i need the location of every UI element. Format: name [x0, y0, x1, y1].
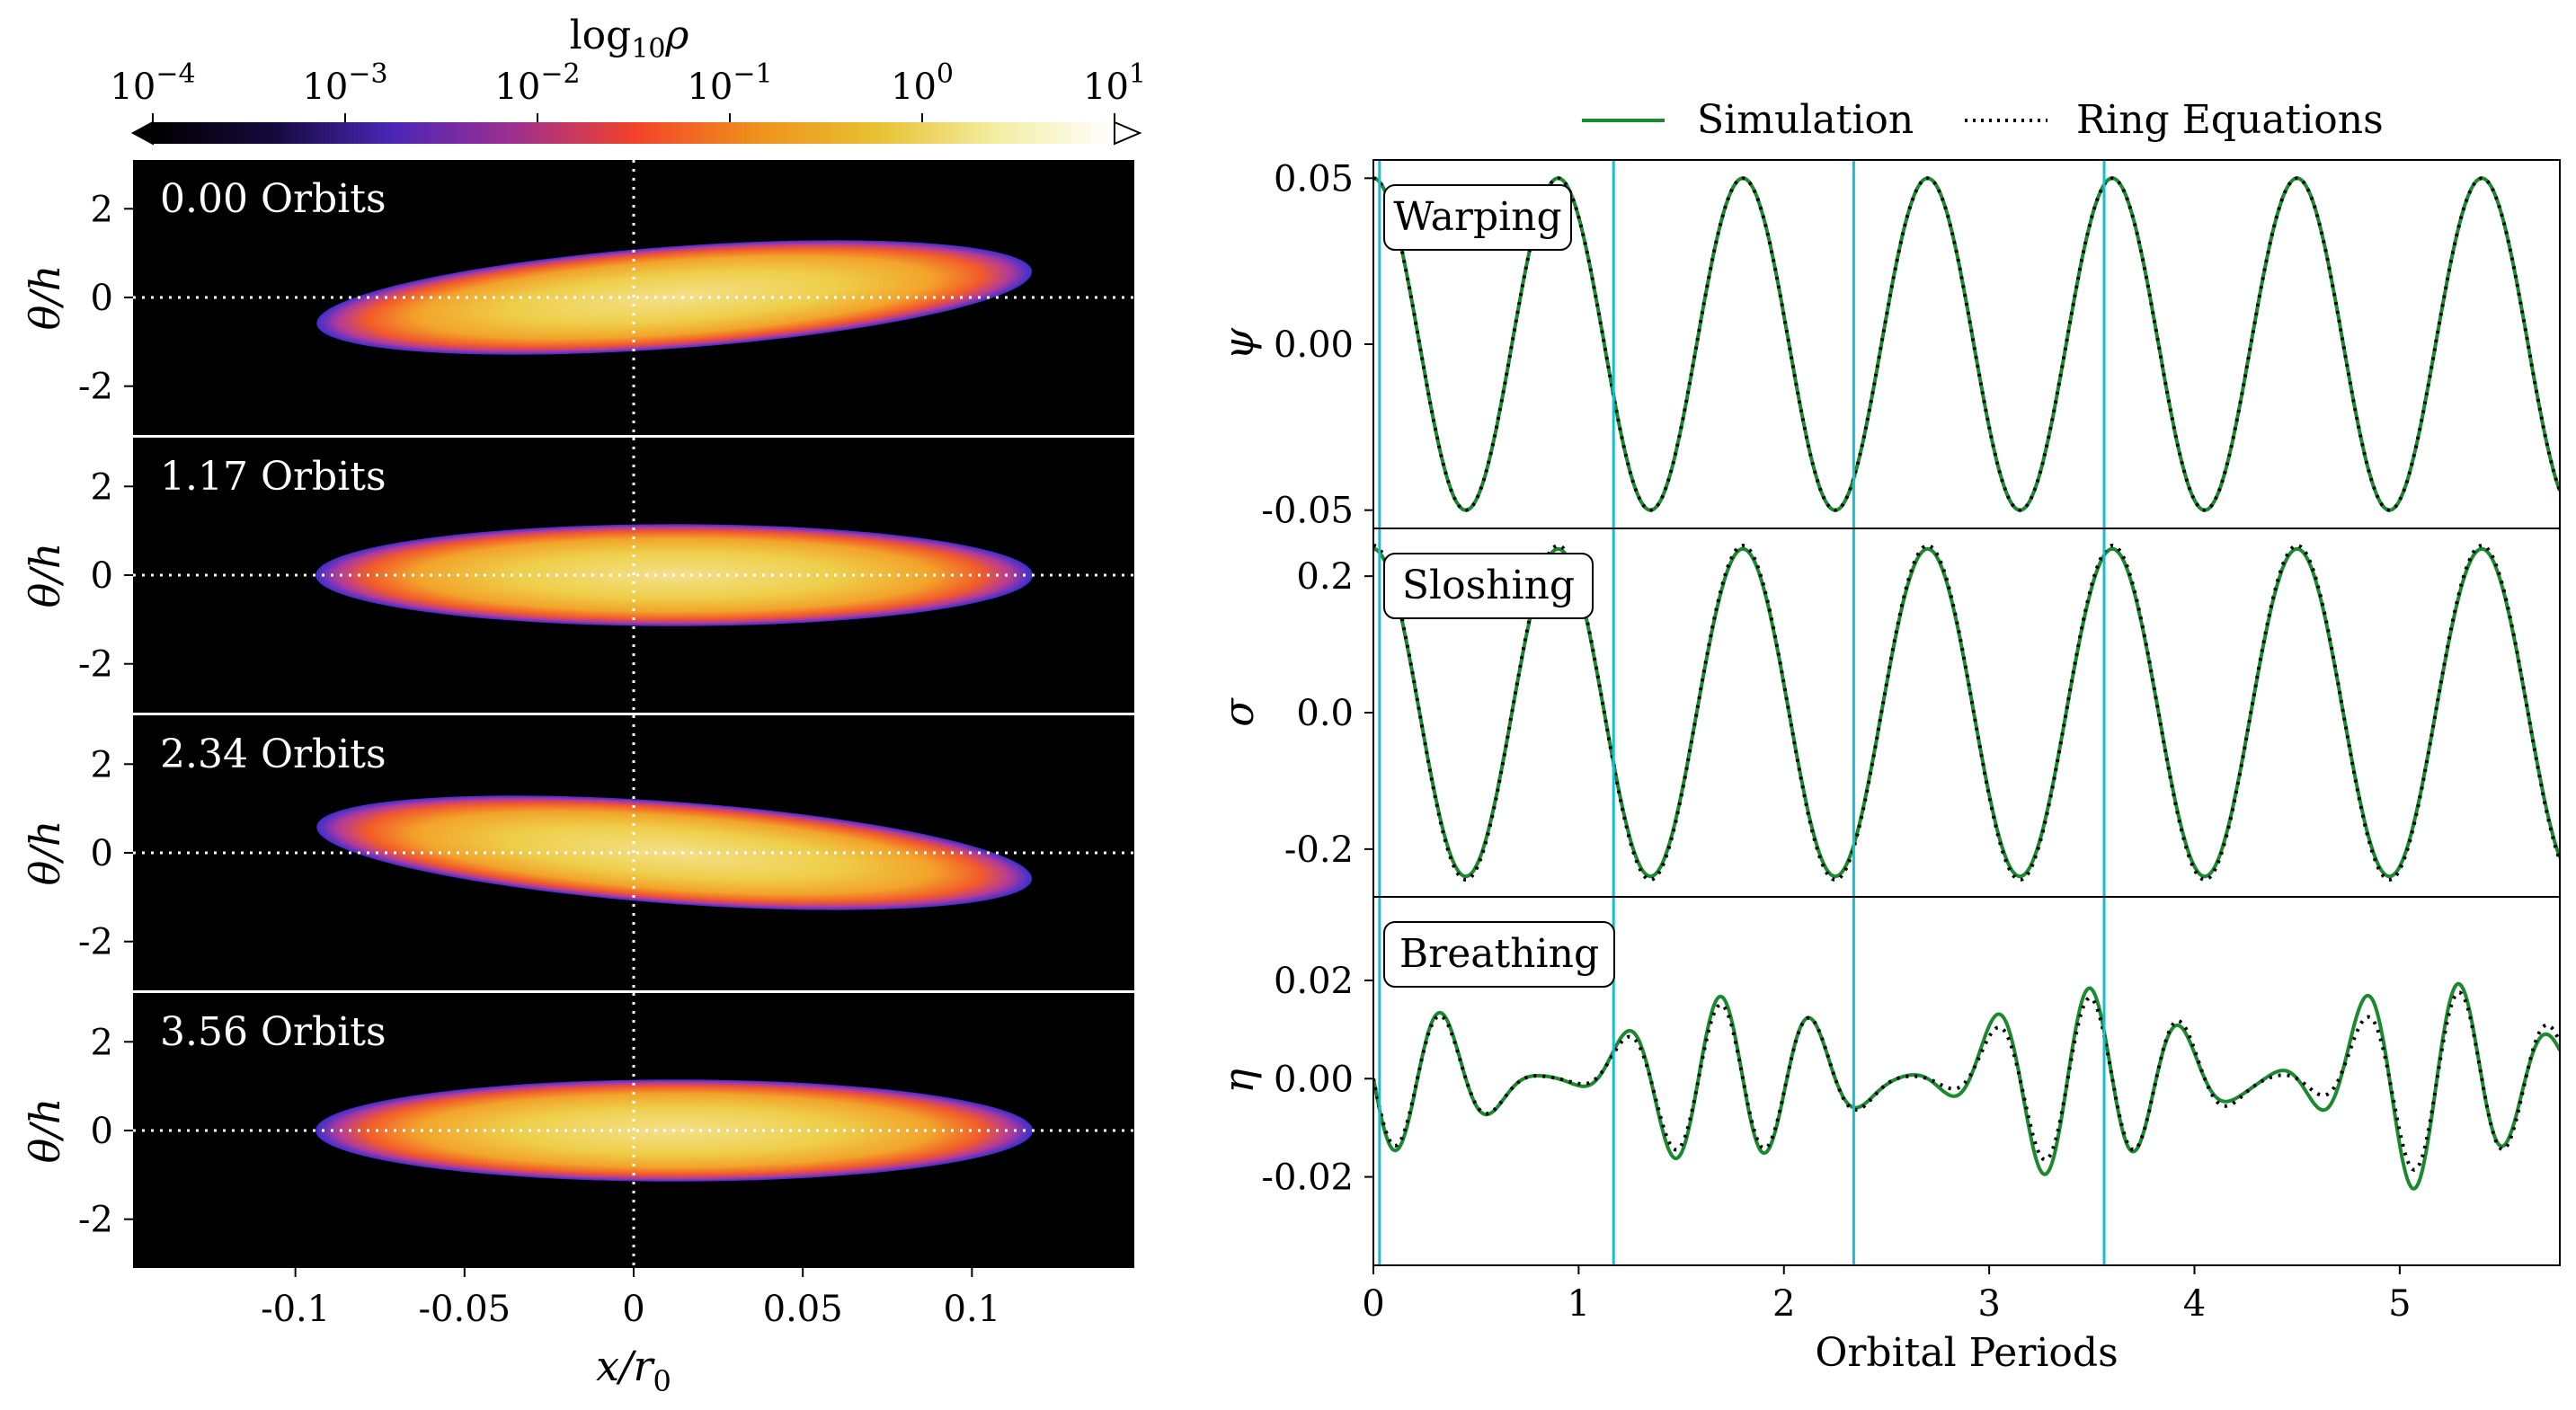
colorbar-tick-exp: −3 — [348, 58, 387, 90]
colorbar-tick-base: 10 — [110, 67, 155, 108]
colorbar-label-sub: 10 — [631, 33, 665, 65]
mode-label: Sloshing — [1402, 563, 1575, 608]
time-label: 3.56 Orbits — [160, 1009, 386, 1055]
x-tick-label: 0.1 — [944, 1289, 1001, 1330]
y-tick-label: 0.02 — [1274, 961, 1354, 1002]
x-tick-label: 2 — [1772, 1283, 1795, 1325]
x-tick-label: 5 — [2388, 1283, 2411, 1325]
y-tick-label: 2 — [91, 189, 113, 230]
colorbar-tick-label: 10−3 — [302, 58, 387, 108]
colorbar-tick-label: 10−2 — [494, 58, 580, 108]
y-axis-label: θ/h — [21, 265, 69, 331]
y-tick-label: -0.02 — [1261, 1157, 1354, 1199]
x-axis-label: x/r0 — [596, 1342, 671, 1398]
x-axis-label-main: x/r — [596, 1342, 655, 1390]
time-label: 1.17 Orbits — [160, 454, 386, 500]
colorbar-tick-exp: 0 — [937, 58, 954, 90]
subplot-breathing: 0.02 0.00 -0.02 η Breathing — [1214, 896, 2561, 1266]
y-axis-label: η — [1214, 1069, 1263, 1094]
colorbar-tick-exp: −2 — [540, 58, 580, 90]
ring-equations-line — [1373, 176, 2560, 512]
colorbar: log10ρ 10−4 10−3 10−2 10−1 100 101 — [110, 13, 1146, 146]
colorbar-tick-label: 100 — [891, 58, 954, 108]
y-axis-label: θ/h — [21, 543, 69, 608]
colorbar-tick-base: 10 — [302, 67, 348, 108]
mode-label: Warping — [1393, 194, 1561, 240]
mode-timeseries: 0.05 0.00 -0.05 ψ Warping 0.2 0.0 -0.2 σ Sloshing… — [1214, 158, 2561, 1325]
y-axis-label: ψ — [1214, 327, 1263, 360]
right-xlabel: Orbital Periods — [1815, 1330, 2118, 1376]
mode-label-box — [1383, 921, 1615, 988]
y-tick-label: 0.00 — [1274, 324, 1354, 366]
subplot-sloshing: 0.2 0.0 -0.2 σ Sloshing — [1214, 528, 2561, 898]
x-tick-label: 1 — [1568, 1283, 1590, 1325]
y-tick-label: 0.05 — [1274, 158, 1354, 200]
x-tick-label: 0 — [622, 1289, 644, 1330]
colorbar-ticks — [152, 113, 1115, 122]
subplot-series — [1373, 981, 2560, 1191]
legend-simulation-label: Simulation — [1697, 97, 1914, 143]
colorbar-tick-label: 101 — [1083, 58, 1146, 108]
y-tick-label: -2 — [78, 644, 113, 686]
y-tick-label: 2 — [91, 744, 113, 785]
y-tick-label: -2 — [78, 367, 113, 408]
colorbar-label-rho: ρ — [665, 13, 689, 58]
y-tick-label: 0 — [91, 278, 113, 319]
colorbar-tick-labels: 10−4 10−3 10−2 10−1 100 101 — [110, 58, 1146, 108]
colorbar-tick-exp: −4 — [155, 58, 195, 90]
colorbar-body — [153, 122, 1115, 144]
y-axis-label: θ/h — [21, 820, 69, 886]
mode-label-box — [1383, 184, 1572, 251]
x-tick-label: 0.05 — [763, 1289, 843, 1330]
mode-label-box — [1383, 553, 1594, 619]
colorbar-label-log: log — [570, 13, 632, 58]
colorbar-tick-exp: −1 — [733, 58, 772, 90]
y-axis-label: θ/h — [21, 1098, 69, 1164]
colorbar-tick-base: 10 — [494, 67, 540, 108]
ring-equations-line — [1373, 990, 2560, 1172]
y-tick-label: 0 — [91, 833, 113, 874]
density-panel: 1.17 Orbits 2 0 -2θ/h — [21, 438, 1134, 713]
density-panel: 0.00 Orbits 2 0 -2θ/h — [21, 160, 1134, 435]
x-axis-label-sub: 0 — [653, 1364, 671, 1398]
y-axis-label: σ — [1214, 697, 1263, 727]
y-tick-label: -0.05 — [1261, 491, 1354, 532]
mode-label: Breathing — [1399, 931, 1599, 977]
time-label: 0.00 Orbits — [160, 176, 386, 222]
y-tick-label: 0 — [91, 1111, 113, 1152]
colorbar-right-extend — [1114, 120, 1142, 146]
y-tick-label: 2 — [91, 1022, 113, 1063]
colorbar-tick-exp: 1 — [1129, 58, 1146, 90]
x-tick-label: -0.1 — [261, 1289, 330, 1330]
y-tick-label: -0.2 — [1284, 829, 1354, 871]
x-tick-label: 0 — [1362, 1283, 1384, 1325]
colorbar-tick-base: 10 — [891, 67, 937, 108]
x-tick-label: -0.05 — [419, 1289, 511, 1330]
y-tick-label: -2 — [78, 1200, 113, 1241]
colorbar-tick-label: 10−1 — [687, 58, 772, 108]
colorbar-left-extend — [130, 120, 154, 146]
subplot-frame — [1372, 896, 2561, 1266]
y-tick-label: 0.0 — [1296, 693, 1354, 734]
legend-ring-label: Ring Equations — [2076, 97, 2384, 143]
x-tick-label: 3 — [1977, 1283, 2000, 1325]
colorbar-tick-label: 10−4 — [110, 58, 195, 108]
y-tick-label: -2 — [78, 922, 113, 963]
x-tick-label: 4 — [2183, 1283, 2206, 1325]
y-tick-label: 0.2 — [1296, 556, 1354, 598]
y-tick-label: 0.00 — [1274, 1059, 1354, 1100]
y-tick-label: 0 — [91, 555, 113, 597]
legend: Simulation Ring Equations — [1582, 97, 2384, 143]
colorbar-tick-base: 10 — [687, 67, 733, 108]
subplot-warping: 0.05 0.00 -0.05 ψ Warping — [1214, 158, 2561, 532]
time-label: 2.34 Orbits — [160, 732, 386, 777]
colorbar-tick-base: 10 — [1083, 67, 1129, 108]
density-panel: 2.34 Orbits 2 0 -2θ/h — [21, 715, 1134, 990]
y-tick-label: 2 — [91, 466, 113, 508]
colorbar-label: log10ρ — [570, 13, 689, 65]
density-panel: 3.56 Orbits 2 0 -2θ/h — [21, 993, 1134, 1268]
